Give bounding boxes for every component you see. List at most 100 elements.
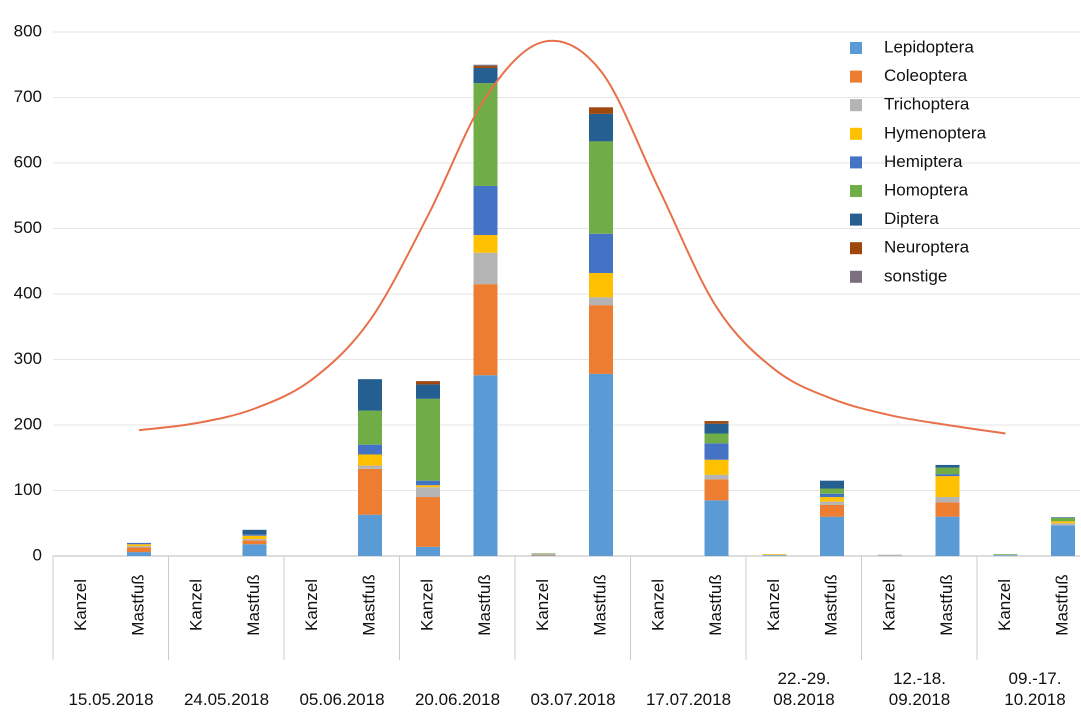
bar-segment <box>358 468 382 515</box>
bar-segment <box>473 83 498 186</box>
bar-segment <box>473 235 498 253</box>
bar-segment <box>820 501 844 505</box>
x-tick-label: Kanzel <box>533 579 552 631</box>
bar-segment <box>704 479 729 501</box>
bar-segment <box>416 381 440 385</box>
group-label: 20.06.2018 <box>414 690 501 709</box>
bar-segment <box>358 465 382 469</box>
y-tick-label: 0 <box>33 545 42 564</box>
group-label: 15.05.2018 <box>68 690 154 709</box>
x-tick-label: Mastfuß <box>475 574 494 635</box>
bar-segment <box>993 555 1018 556</box>
bar-segment <box>935 476 960 498</box>
bar-segment <box>935 516 960 556</box>
bar-segment <box>1051 517 1075 519</box>
y-tick-label: 300 <box>14 349 42 368</box>
bar-segment <box>589 233 613 274</box>
group-label: 24.05.2018 <box>183 690 270 709</box>
legend-label: Coleoptera <box>884 66 968 85</box>
group-label: 05.06.2018 <box>299 690 385 709</box>
bar-segment <box>589 305 613 374</box>
bar-segment <box>935 474 960 477</box>
bar-segment <box>242 534 267 536</box>
legend-label: Hemiptera <box>884 152 963 171</box>
bar-segment <box>358 410 382 445</box>
bar-segment <box>589 273 613 298</box>
group-label: 17.07.2018 <box>645 690 732 709</box>
bar-segment <box>531 553 556 555</box>
group-label: 09.-17. 10.2018 <box>1004 669 1066 709</box>
bar-segment <box>416 546 440 556</box>
bar-segment <box>1051 518 1075 522</box>
legend-swatch <box>850 156 862 169</box>
x-tick-label: Mastfuß <box>590 574 609 635</box>
bar-segment <box>589 113 613 142</box>
bar-segment <box>935 502 960 517</box>
bar-segment <box>589 141 613 234</box>
bar-segment <box>473 375 498 556</box>
bar-segment <box>473 68 498 84</box>
x-tick-label: Kanzel <box>186 579 205 631</box>
bar-segment <box>820 497 844 502</box>
bar-segment <box>242 540 267 545</box>
x-tick-label: Kanzel <box>302 579 321 631</box>
bar-segment <box>242 544 267 556</box>
legend-swatch <box>850 127 862 140</box>
bar-segment <box>242 535 267 539</box>
bar-segment <box>993 554 1018 556</box>
legend-swatch <box>850 99 862 112</box>
group-label: 22.-29. 08.2018 <box>773 669 835 709</box>
legend-swatch <box>850 185 862 197</box>
bar-segment <box>762 554 787 555</box>
bar-segment <box>531 555 556 556</box>
bar-segment <box>473 252 498 285</box>
bar-segment <box>704 423 729 434</box>
legend-swatch <box>850 70 862 83</box>
bar-segment <box>531 554 556 555</box>
bar-segment <box>935 467 960 475</box>
bar-segment <box>1051 521 1075 524</box>
legend-label: Hymenoptera <box>884 123 987 142</box>
y-tick-label: 100 <box>14 480 42 499</box>
x-tick-label: Kanzel <box>764 579 783 631</box>
bar-segment <box>473 64 498 67</box>
bar-segment <box>935 464 960 468</box>
bar-segment <box>589 373 613 556</box>
y-tick-label: 600 <box>14 152 42 171</box>
bar-segment <box>127 546 151 548</box>
bar-segment <box>820 504 844 517</box>
x-tick-label: Kanzel <box>648 579 667 631</box>
bar-segment <box>993 554 1018 555</box>
bar-segment <box>704 421 729 424</box>
bar-segment <box>589 107 613 114</box>
bar-segment <box>416 487 440 498</box>
bar-segment <box>127 544 151 547</box>
y-tick-label: 800 <box>14 21 42 40</box>
bar-segment <box>416 480 440 486</box>
x-tick-label: Mastfuß <box>128 574 147 635</box>
bar-segment <box>820 493 844 498</box>
x-tick-label: Kanzel <box>71 579 90 631</box>
y-tick-label: 700 <box>14 87 42 106</box>
bar-segment <box>704 500 729 556</box>
x-tick-label: Kanzel <box>879 579 898 631</box>
bar-segment <box>416 497 440 547</box>
x-tick-label: Mastfuß <box>359 574 378 635</box>
legend-swatch <box>850 242 862 255</box>
bar-segment <box>820 488 844 494</box>
bar-segment <box>358 454 382 466</box>
bar-segment <box>416 485 440 488</box>
legend-swatch <box>850 213 862 226</box>
bar-segment <box>704 433 729 444</box>
legend-swatch <box>850 270 862 283</box>
legend-label: Diptera <box>884 209 939 228</box>
legend-label: Neuroptera <box>884 238 970 257</box>
bar-segment <box>127 547 151 553</box>
bar-segment <box>473 66 498 69</box>
legend-label: Homoptera <box>884 180 969 199</box>
bar-segment <box>358 514 382 556</box>
y-tick-label: 400 <box>14 283 42 302</box>
bar-segment <box>704 443 729 460</box>
